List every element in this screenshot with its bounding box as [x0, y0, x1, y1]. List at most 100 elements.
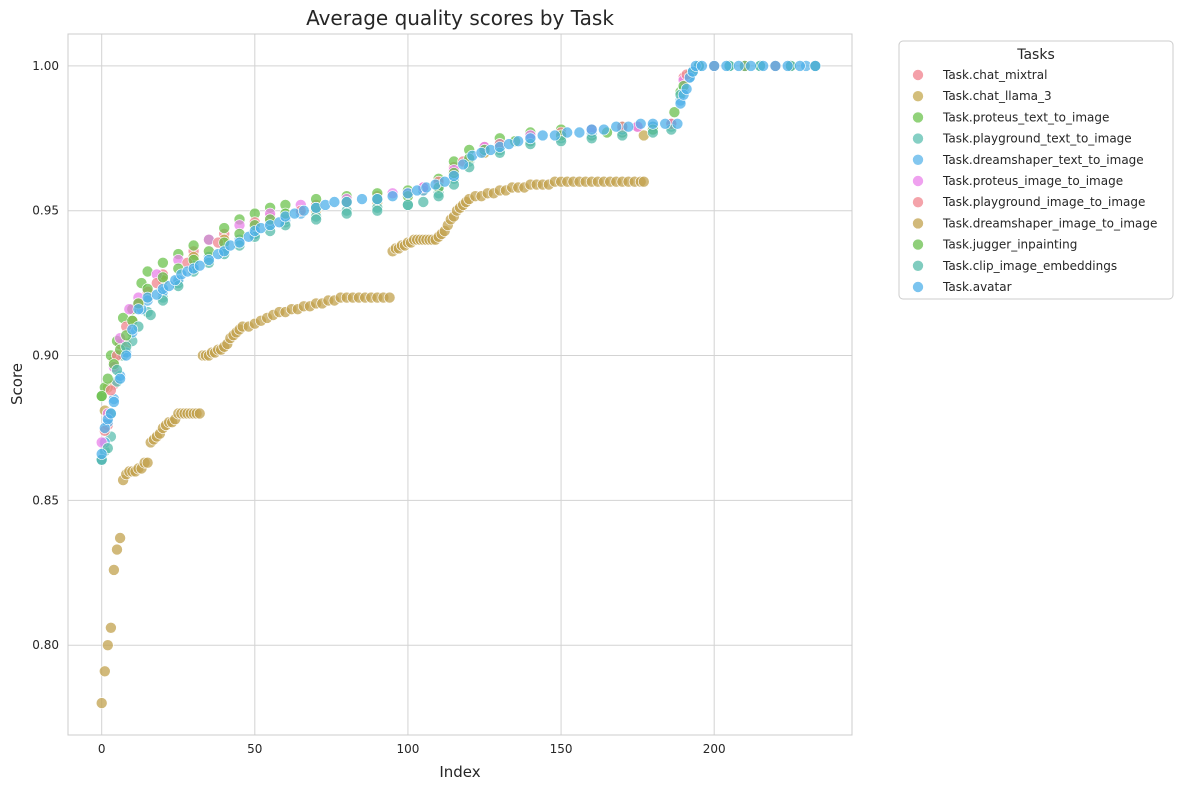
legend-marker: [912, 175, 924, 187]
legend-label: Task.clip_image_embeddings: [942, 259, 1117, 273]
data-point: [637, 175, 650, 188]
data-point: [524, 132, 537, 145]
legend-marker: [912, 90, 924, 102]
legend-item: Task.proteus_text_to_image: [912, 110, 1109, 124]
data-point: [126, 323, 139, 336]
data-point: [696, 60, 708, 72]
legend-items: Task.chat_mixtral Task.chat_llama_3 Task.p…: [912, 68, 1157, 294]
data-point: [218, 222, 230, 234]
data-point: [668, 106, 681, 118]
data-point: [745, 60, 757, 72]
data-point: [402, 199, 414, 211]
legend-item: Task.dreamshaper_text_to_image: [912, 153, 1144, 167]
data-point: [585, 123, 598, 136]
legend-item: Task.chat_llama_3: [912, 89, 1052, 103]
chart-title: Average quality scores by Task: [306, 6, 614, 30]
x-tick-label: 0: [98, 742, 106, 756]
legend-label: Task.proteus_text_to_image: [942, 110, 1109, 124]
data-point: [340, 196, 353, 208]
data-point: [111, 543, 123, 556]
data-point: [671, 118, 684, 130]
legend-label: Task.jugger_inpainting: [942, 238, 1077, 252]
y-tick-label: 0.80: [32, 638, 59, 652]
series-7: [95, 175, 650, 709]
x-axis-label: Index: [439, 763, 480, 781]
legend-label: Task.proteus_image_to_image: [942, 174, 1123, 188]
data-point: [448, 170, 460, 182]
legend-label: Task.avatar: [942, 280, 1012, 294]
data-point: [616, 129, 629, 142]
data-point: [114, 372, 126, 385]
data-point: [95, 390, 108, 402]
data-point: [383, 291, 396, 304]
data-point: [157, 271, 169, 284]
data-point: [432, 190, 445, 202]
data-point: [371, 204, 384, 217]
data-point: [757, 60, 770, 72]
legend: Tasks Task.chat_mixtral Task.chat_llama_3…: [898, 40, 1174, 300]
data-point: [659, 118, 672, 130]
data-point: [193, 407, 206, 420]
data-point: [340, 207, 353, 220]
legend-box: [898, 40, 1174, 300]
legend-marker: [912, 196, 924, 208]
data-point: [536, 129, 549, 142]
plot-background: [68, 34, 852, 735]
data-point: [647, 118, 659, 130]
data-point: [781, 60, 794, 72]
data-point: [99, 665, 111, 678]
data-point: [680, 83, 693, 95]
data-point: [438, 175, 451, 188]
x-tick-label: 50: [247, 742, 262, 756]
legend-marker: [912, 281, 924, 293]
data-point: [356, 193, 368, 205]
legend-marker: [912, 217, 924, 230]
data-point: [132, 303, 145, 316]
data-point: [732, 60, 745, 72]
data-point: [297, 204, 310, 217]
data-point: [108, 564, 120, 576]
data-point: [610, 120, 623, 133]
x-tick-labels: 0 50 100 150 200: [98, 742, 726, 756]
legend-marker: [912, 259, 924, 272]
x-tick-label: 100: [396, 742, 419, 756]
data-point: [120, 349, 132, 362]
data-point: [512, 135, 525, 147]
plot-border: [67, 33, 853, 736]
data-point: [457, 158, 469, 171]
legend-label: Task.chat_mixtral: [942, 68, 1047, 82]
x-tick-label: 200: [703, 742, 726, 756]
legend-marker: [912, 111, 924, 124]
data-point: [794, 60, 806, 72]
y-tick-label: 0.95: [32, 204, 59, 218]
data-point: [203, 254, 215, 266]
legend-label: Task.dreamshaper_text_to_image: [942, 153, 1144, 167]
data-point: [95, 697, 108, 709]
legend-label: Task.playground_text_to_image: [942, 132, 1132, 146]
data-point: [157, 256, 169, 269]
data-point: [310, 213, 322, 226]
data-points: [95, 60, 822, 709]
series-10: [95, 60, 822, 460]
data-point: [95, 448, 108, 460]
y-tick-label: 0.90: [32, 349, 59, 363]
data-point: [102, 372, 114, 385]
data-point: [561, 126, 574, 139]
legend-marker: [912, 132, 924, 145]
data-point: [622, 120, 635, 133]
data-point: [769, 60, 782, 72]
x-tick-label: 150: [550, 742, 573, 756]
y-tick-label: 0.85: [32, 493, 59, 507]
data-point: [144, 309, 157, 321]
data-point: [105, 621, 117, 634]
data-point: [105, 407, 117, 420]
legend-label: Task.playground_image_to_image: [942, 195, 1145, 209]
data-point: [105, 384, 117, 397]
data-point: [549, 129, 561, 142]
data-point: [102, 639, 114, 652]
data-point: [114, 532, 126, 544]
legend-item: Task.playground_text_to_image: [912, 132, 1132, 146]
data-point: [809, 60, 822, 72]
legend-marker: [912, 69, 924, 81]
y-tick-labels: 0.80 0.85 0.90 0.95 1.00: [32, 59, 59, 652]
